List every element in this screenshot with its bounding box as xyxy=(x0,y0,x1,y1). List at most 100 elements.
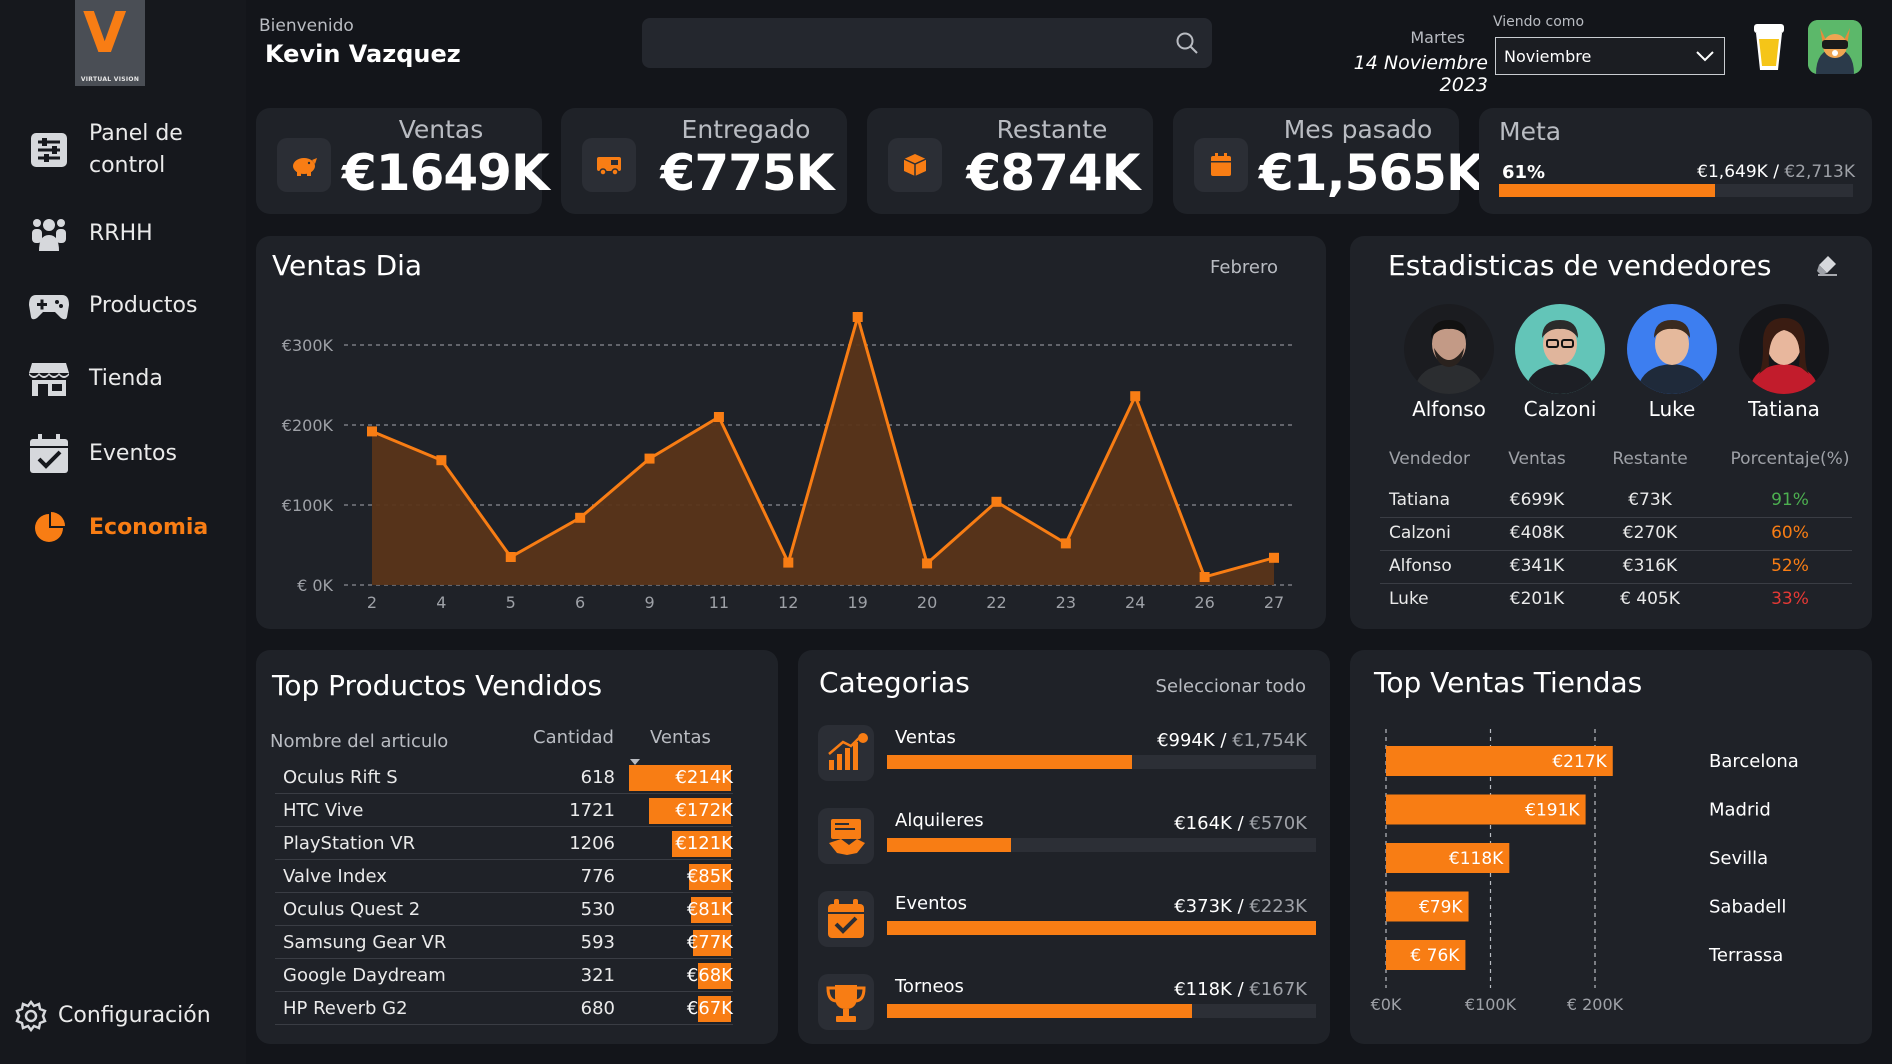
seller-row[interactable]: Alfonso €341K €316K 52% xyxy=(1380,552,1852,584)
seller-name: Alfonso xyxy=(1412,397,1486,421)
people-icon xyxy=(25,212,73,256)
data-point[interactable] xyxy=(1130,391,1141,402)
portrait-shoulders xyxy=(1414,364,1484,394)
product-row[interactable]: Samsung Gear VR 593 €77K xyxy=(275,927,733,959)
product-row[interactable]: HTC Vive 1721 €172K xyxy=(275,795,733,827)
product-row[interactable]: Oculus Rift S 618 €214K xyxy=(275,762,733,794)
sidebar-item-label: Eventos xyxy=(89,441,177,466)
seller-avatar[interactable] xyxy=(1515,304,1605,394)
sort-down-icon[interactable] xyxy=(629,751,641,770)
product-name: Valve Index xyxy=(283,866,387,887)
settings-label: Configuración xyxy=(58,1003,211,1028)
sliders-icon xyxy=(25,128,73,172)
search-input[interactable] xyxy=(642,18,1212,68)
kpi-value: €1649K xyxy=(342,144,550,202)
chevron-down-icon xyxy=(1696,47,1714,66)
app-logo[interactable]: V VIRTUAL VISION xyxy=(75,0,145,86)
x-tick-label: 2 xyxy=(367,593,377,612)
select-all-link[interactable]: Seleccionar todo xyxy=(1155,676,1306,697)
search-icon[interactable] xyxy=(1175,31,1199,55)
product-row[interactable]: HP Reverb G2 680 €67K xyxy=(275,993,733,1025)
products-col-ventas[interactable]: Ventas xyxy=(650,727,711,748)
settings-button[interactable]: Configuración xyxy=(14,999,211,1033)
eraser-icon[interactable] xyxy=(1816,254,1838,276)
category-separator: / xyxy=(1231,896,1250,917)
sidebar-item-label: Panel de control xyxy=(89,121,183,178)
category-separator: / xyxy=(1231,813,1250,834)
seller-row[interactable]: Luke €201K € 405K 33% xyxy=(1380,585,1852,617)
store-bar[interactable] xyxy=(1386,891,1469,922)
portrait-shoulders xyxy=(1749,364,1819,394)
portrait-shoulders xyxy=(1637,364,1707,394)
store-bar[interactable] xyxy=(1386,746,1613,776)
seller-row[interactable]: Calzoni €408K €270K 60% xyxy=(1380,519,1852,551)
portrait-hair xyxy=(1759,318,1809,374)
product-qty: 530 xyxy=(580,899,615,920)
data-point[interactable] xyxy=(922,558,933,569)
seller-cell: Calzoni xyxy=(1389,523,1451,543)
data-point[interactable] xyxy=(713,412,724,422)
sidebar-item-tienda[interactable]: Tienda xyxy=(25,357,163,401)
sidebar-item-label: Economia xyxy=(89,515,209,540)
data-point[interactable] xyxy=(1199,572,1210,582)
sidebar-item-panel[interactable]: Panel de control xyxy=(25,118,199,182)
product-sales-value: €121K xyxy=(675,833,733,854)
sellers-title: Estadisticas de vendedores xyxy=(1388,249,1772,282)
sidebar-item-rrhh[interactable]: RRHH xyxy=(25,212,153,256)
data-point[interactable] xyxy=(644,453,655,464)
category-progress-track xyxy=(887,921,1316,935)
sidebar-item-label: Tienda xyxy=(89,366,163,391)
store-bar[interactable] xyxy=(1386,940,1466,970)
data-point[interactable] xyxy=(991,496,1002,507)
seller-avatar[interactable] xyxy=(1627,304,1717,394)
data-point[interactable] xyxy=(852,312,863,322)
portrait-face xyxy=(1655,323,1689,365)
data-point[interactable] xyxy=(367,426,377,437)
sidebar-item-eventos[interactable]: Eventos xyxy=(25,432,177,476)
ventas-dia-period[interactable]: Febrero xyxy=(1210,257,1278,278)
product-qty: 618 xyxy=(580,767,615,788)
data-point[interactable] xyxy=(1269,552,1279,563)
goal-label: Meta xyxy=(1499,117,1562,146)
category-label: Alquileres xyxy=(895,810,984,831)
seller-col-header: Vendedor xyxy=(1389,449,1470,469)
kpi-card-restante: Restante €874K xyxy=(867,108,1153,214)
gamepad-icon xyxy=(25,284,73,328)
data-point[interactable] xyxy=(575,512,586,523)
product-row[interactable]: Valve Index 776 €85K xyxy=(275,861,733,893)
store-bar[interactable] xyxy=(1386,843,1510,873)
product-row[interactable]: Oculus Quest 2 530 €81K xyxy=(275,894,733,926)
product-sales-value: €81K xyxy=(686,899,733,920)
month-select[interactable]: Noviembre xyxy=(1495,37,1725,75)
product-sales-value: €172K xyxy=(675,800,733,821)
products-col-name: Nombre del articulo xyxy=(270,731,449,752)
product-row[interactable]: Google Daydream 321 €68K xyxy=(275,960,733,992)
data-point[interactable] xyxy=(783,557,794,568)
date-day: Martes xyxy=(1410,28,1465,47)
product-row[interactable]: PlayStation VR 1206 €121K xyxy=(275,828,733,860)
category-separator: / xyxy=(1214,730,1233,751)
store-name: Terrassa xyxy=(1708,945,1783,966)
data-point[interactable] xyxy=(505,552,516,562)
x-tick-label: 5 xyxy=(506,593,516,612)
ventas-dia-title: Ventas Dia xyxy=(272,249,423,282)
drink-cup-icon[interactable] xyxy=(1752,22,1786,72)
category-total: €223K xyxy=(1249,896,1307,917)
seller-avatar[interactable] xyxy=(1404,304,1494,394)
category-amounts: €373K / €223K xyxy=(1100,896,1307,917)
store-bar[interactable] xyxy=(1386,794,1586,825)
sidebar-item-productos[interactable]: Productos xyxy=(25,284,197,328)
x-tick-label: 6 xyxy=(575,593,585,612)
product-sales-bar xyxy=(629,765,731,791)
trophy-icon xyxy=(818,974,874,1030)
data-point[interactable] xyxy=(1060,538,1071,549)
product-name: HP Reverb G2 xyxy=(283,998,408,1019)
sidebar-item-label: RRHH xyxy=(89,221,153,246)
data-point[interactable] xyxy=(436,455,447,466)
seller-row[interactable]: Tatiana €699K €73K 91% xyxy=(1380,486,1852,518)
seller-avatar[interactable] xyxy=(1739,304,1829,394)
store-axis-label: €100K xyxy=(1465,995,1517,1014)
user-avatar[interactable] xyxy=(1808,20,1862,74)
sidebar-item-economia[interactable]: Economia xyxy=(25,506,208,550)
category-amounts: €118K / €167K xyxy=(1100,979,1307,1000)
